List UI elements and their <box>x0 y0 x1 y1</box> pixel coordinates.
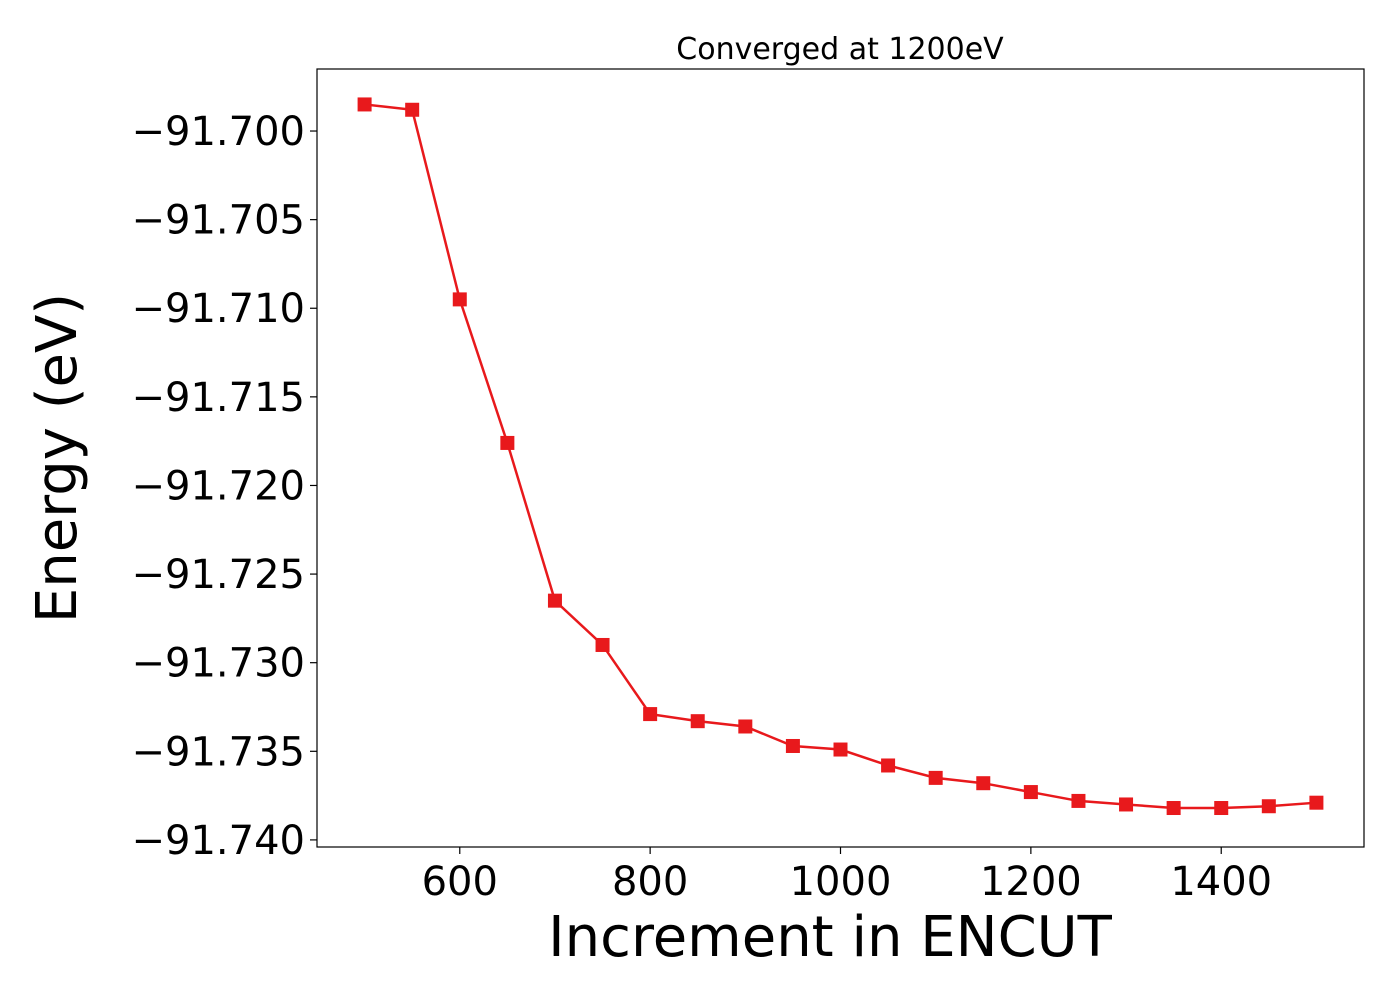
data-point <box>1166 801 1181 816</box>
x-axis-label: Increment in ENCUT <box>548 905 1113 970</box>
data-point <box>452 292 467 307</box>
y-tick-label: −91.735 <box>132 729 305 775</box>
data-point <box>785 738 800 753</box>
data-point <box>928 770 943 785</box>
data-point <box>500 435 515 450</box>
data-point <box>1119 797 1134 812</box>
data-point <box>690 714 705 729</box>
data-point <box>1071 793 1086 808</box>
series-line <box>364 103 1317 810</box>
plot-frame <box>316 68 1365 848</box>
chart-title: Converged at 1200eV <box>676 32 1004 67</box>
y-tick-label: −91.740 <box>132 818 305 864</box>
data-point <box>405 102 420 117</box>
y-tick-label: −91.720 <box>132 463 305 509</box>
data-point <box>881 758 896 773</box>
y-tick-label: −91.730 <box>132 641 305 687</box>
data-point <box>833 742 848 757</box>
data-point <box>1214 801 1229 816</box>
y-tick-label: −91.715 <box>132 375 305 421</box>
x-tick-label: 1000 <box>790 859 892 905</box>
y-tick-label: −91.705 <box>132 198 305 244</box>
plot-area: 600 800 1000 1200 1400 −91.700 −91.705 −91.710 −… <box>132 68 1365 905</box>
y-tick-label: −91.710 <box>132 286 305 332</box>
x-tick-label: 1400 <box>1170 859 1272 905</box>
y-tick-label: −91.700 <box>132 109 305 155</box>
data-point <box>357 97 372 112</box>
y-axis-label: Energy (eV) <box>25 293 90 623</box>
data-point <box>976 776 991 791</box>
x-tick-label: 600 <box>422 859 498 905</box>
x-tick-label: 1200 <box>980 859 1082 905</box>
data-point <box>643 707 658 722</box>
data-point <box>595 637 610 652</box>
data-point <box>738 719 753 734</box>
data-point <box>1261 799 1276 814</box>
data-point <box>1023 785 1038 800</box>
y-tick-label: −91.725 <box>132 552 305 598</box>
data-point <box>1309 795 1324 810</box>
data-point <box>547 593 562 608</box>
x-tick-label: 800 <box>612 859 688 905</box>
